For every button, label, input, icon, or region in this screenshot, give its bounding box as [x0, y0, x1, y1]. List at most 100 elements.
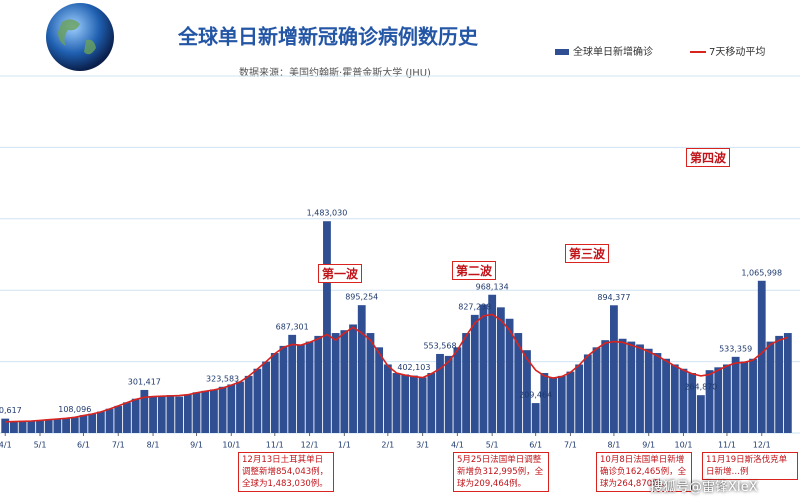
bar: [192, 392, 201, 433]
bar: [227, 384, 236, 433]
value-label: 301,417: [128, 377, 161, 386]
bar: [453, 347, 462, 433]
value-label: 1,065,998: [741, 268, 782, 277]
bar: [88, 413, 97, 433]
x-tick-label: 5/1: [34, 441, 47, 450]
bar: [314, 335, 323, 433]
bar: [731, 356, 740, 433]
note: 11月19日斯洛伐克单日新增…例: [702, 452, 798, 480]
value-label: 108,096: [58, 405, 91, 414]
x-tick-label: 3/1: [416, 441, 429, 450]
x-tick-label: 2/1: [381, 441, 394, 450]
bar: [610, 305, 618, 433]
bar: [253, 368, 262, 433]
bar: [523, 350, 531, 433]
bar: [140, 389, 149, 433]
bar: [288, 334, 297, 433]
note: 10月8日法国单日新增确诊负162,465例，全球为264,870例。: [596, 452, 692, 492]
value-label: 100,617: [0, 406, 22, 415]
bar: [783, 333, 792, 433]
bar: [340, 330, 349, 433]
x-tick-label: 9/1: [642, 441, 655, 450]
bar: [44, 419, 53, 433]
bar: [540, 373, 549, 433]
x-tick-label: 6/1: [529, 441, 542, 450]
bar: [418, 377, 427, 433]
bar: [375, 347, 384, 433]
bar: [357, 305, 366, 433]
bar: [401, 374, 410, 433]
bar: [705, 370, 714, 433]
bar: [349, 324, 357, 433]
bar: [305, 341, 314, 433]
bar: [383, 364, 392, 433]
x-tick-label: 7/1: [112, 441, 125, 450]
bar: [627, 341, 636, 433]
value-label: 209,464: [519, 391, 552, 400]
value-label: 827,238: [458, 302, 491, 311]
note: 12月13日土耳其单日调整新增854,043例，全球为1,483,030例。: [238, 452, 334, 492]
bar: [618, 338, 627, 433]
x-tick-label: 9/1: [190, 441, 203, 450]
bar: [470, 314, 479, 433]
bar: [723, 364, 731, 433]
x-tick-label: 4/1: [0, 441, 12, 450]
bar: [183, 394, 192, 433]
legend-label: 7天移动平均: [709, 45, 765, 58]
bar: [505, 318, 514, 433]
value-label: 895,254: [345, 293, 378, 302]
bar: [653, 353, 662, 433]
value-label: 264,870: [684, 383, 717, 392]
bar: [70, 417, 79, 433]
bar: [18, 420, 27, 433]
globe-land: [58, 19, 96, 55]
line: [5, 313, 789, 423]
bar: [175, 396, 184, 433]
bar: [10, 421, 18, 433]
wave-label: 第三波: [565, 244, 610, 263]
bar: [201, 390, 210, 433]
bar: [105, 408, 114, 433]
x-tick-label: 8/1: [607, 441, 620, 450]
bar: [131, 398, 140, 433]
value-label: 968,134: [476, 282, 509, 291]
x-tick-label: 1/1: [338, 441, 351, 450]
bar: [27, 421, 36, 433]
bar: [688, 373, 697, 433]
x-tick-label: 8/1: [147, 441, 160, 450]
wave-label: 第四波: [686, 148, 731, 167]
watermark: 搜狐号@雷锋XIeX: [650, 480, 758, 495]
bar: [462, 333, 470, 433]
bar: [53, 418, 62, 433]
bar: [36, 420, 44, 433]
bar: [662, 358, 670, 433]
bar: [644, 348, 653, 433]
bar: [575, 364, 584, 433]
bar: [714, 367, 723, 433]
bar: [436, 353, 444, 433]
x-tick-label: 5/1: [486, 441, 499, 450]
value-label: 894,377: [597, 293, 630, 302]
bar: [296, 344, 305, 433]
bar: [670, 364, 679, 433]
globe-icon: [46, 3, 114, 71]
wave-label: 第一波: [318, 264, 363, 283]
bar: [262, 361, 270, 433]
bar: [496, 307, 505, 433]
bar: [488, 294, 497, 433]
bar: [749, 358, 757, 433]
value-label: 323,583: [206, 374, 239, 383]
value-label: 553,568: [423, 341, 456, 350]
bar: [696, 395, 705, 433]
bar: [392, 373, 401, 433]
bar: [531, 403, 540, 433]
value-label: 533,359: [719, 344, 752, 353]
value-label: 687,301: [276, 322, 309, 331]
bar: [636, 344, 644, 433]
wave-label: 第二波: [452, 261, 497, 280]
bar: [583, 354, 592, 433]
legend-swatch: [555, 49, 569, 55]
bar: [444, 355, 453, 433]
